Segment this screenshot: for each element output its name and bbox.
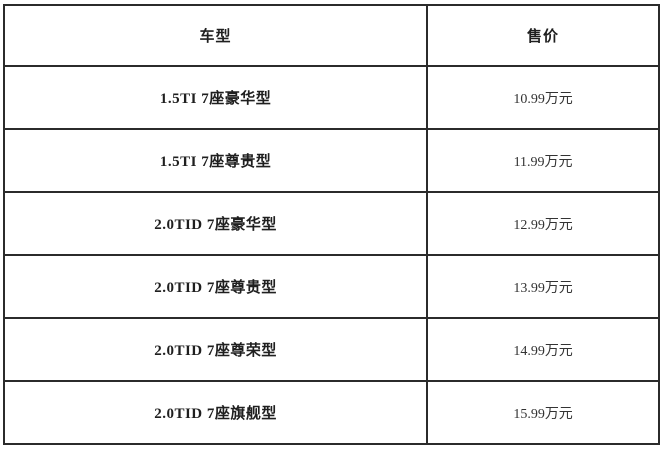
price-cell: 12.99万元	[426, 191, 660, 256]
table-row: 1.5TI 7座尊贵型 11.99万元	[2, 128, 660, 193]
price-cell: 15.99万元	[426, 380, 660, 445]
table-row: 2.0TID 7座尊贵型 13.99万元	[2, 254, 660, 319]
price-cell: 10.99万元	[426, 65, 660, 130]
table-row: 2.0TID 7座尊荣型 14.99万元	[2, 317, 660, 382]
model-cell: 2.0TID 7座豪华型	[2, 191, 429, 256]
table-row: 1.5TI 7座豪华型 10.99万元	[2, 65, 660, 130]
column-header-price: 售价	[426, 4, 660, 67]
model-cell: 2.0TID 7座尊荣型	[2, 317, 429, 382]
car-price-table: 车型 售价 1.5TI 7座豪华型 10.99万元 1.5TI 7座尊贵型 11…	[2, 4, 660, 445]
table-row: 2.0TID 7座豪华型 12.99万元	[2, 191, 660, 256]
header-row: 车型 售价	[2, 4, 660, 67]
model-cell: 2.0TID 7座尊贵型	[2, 254, 429, 319]
model-cell: 1.5TI 7座尊贵型	[2, 128, 429, 193]
column-header-model: 车型	[2, 4, 429, 67]
price-cell: 14.99万元	[426, 317, 660, 382]
model-cell: 2.0TID 7座旗舰型	[2, 380, 429, 445]
price-cell: 11.99万元	[426, 128, 660, 193]
model-cell: 1.5TI 7座豪华型	[2, 65, 429, 130]
table-row: 2.0TID 7座旗舰型 15.99万元	[2, 380, 660, 445]
price-cell: 13.99万元	[426, 254, 660, 319]
